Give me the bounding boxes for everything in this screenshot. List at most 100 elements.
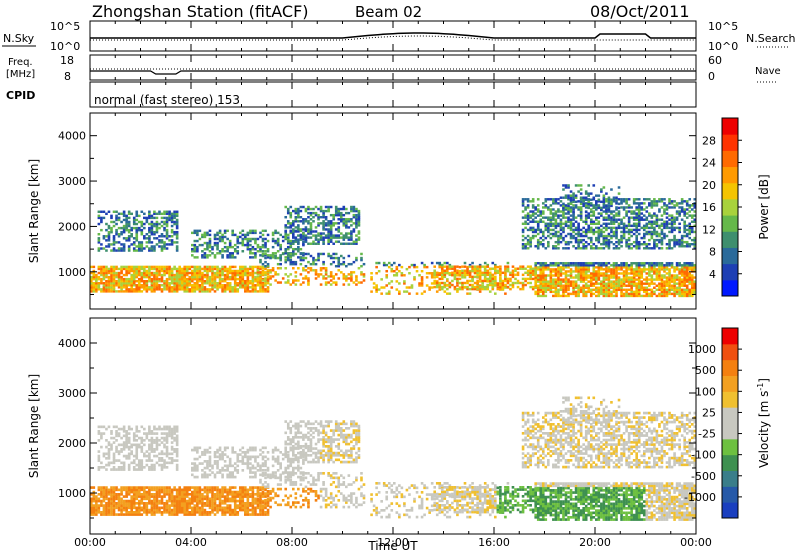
power-cell [660, 198, 664, 201]
power-cell [655, 202, 659, 205]
power-cell [259, 235, 262, 239]
velocity-cell [107, 461, 111, 465]
power-cell [600, 282, 603, 285]
power-cell [524, 226, 527, 230]
power-cell [655, 245, 659, 248]
power-cell [372, 286, 376, 289]
power-cell [327, 275, 330, 278]
power-cell [627, 206, 631, 209]
power-cell [251, 273, 255, 277]
power-cell [264, 241, 267, 245]
power-cell [584, 278, 588, 281]
power-cell [117, 275, 121, 279]
power-cell [481, 284, 484, 287]
power-cell [246, 284, 250, 287]
power-cell [122, 228, 126, 232]
power-cell [251, 271, 255, 275]
power-cell [251, 284, 255, 287]
power-cell [587, 264, 591, 267]
power-cell [610, 290, 613, 294]
power-cell [461, 271, 464, 275]
power-cell [97, 282, 101, 285]
velocity-cell [102, 513, 106, 516]
power-cell [168, 277, 171, 281]
power-cell [140, 290, 144, 293]
power-cell [231, 288, 234, 291]
power-cell [198, 229, 202, 233]
power-cell [660, 228, 664, 232]
power-cell [491, 267, 495, 270]
power-cell [683, 284, 686, 287]
power-cell [653, 278, 656, 281]
power-cell [567, 266, 570, 269]
power-cell [244, 290, 247, 293]
power-cell [690, 230, 694, 234]
power-cell [653, 245, 656, 248]
power-cell [620, 200, 623, 203]
power-cell [170, 275, 174, 279]
power-cell [504, 267, 507, 271]
velocity-cell [145, 436, 149, 440]
power-cell [289, 243, 293, 247]
power-cell [352, 281, 356, 284]
power-cell [685, 264, 689, 267]
velocity-cell [117, 452, 121, 456]
power-cell [491, 276, 495, 279]
colorbar-tick-label: 8 [709, 246, 716, 259]
power-cell [499, 282, 502, 285]
power-cell [622, 288, 626, 292]
power-cell [218, 267, 222, 271]
power-cell [317, 238, 320, 241]
power-cell [350, 224, 353, 227]
power-cell [453, 267, 457, 270]
power-cell [249, 282, 252, 285]
power-cell [584, 202, 588, 205]
power-cell [688, 230, 692, 234]
power-cell [425, 265, 429, 269]
velocity-cell [102, 432, 106, 435]
power-cell [612, 276, 616, 279]
power-cell [640, 284, 644, 287]
power-cell [342, 277, 346, 280]
power-cell [534, 268, 537, 271]
velocity-cell [112, 502, 116, 505]
power-cell [600, 286, 603, 289]
power-cell [549, 222, 553, 226]
power-cell [329, 228, 333, 231]
power-cell [579, 232, 583, 236]
velocity-cell [117, 468, 121, 471]
power-cell [443, 290, 447, 293]
power-cell [552, 218, 555, 221]
power-cell [385, 292, 389, 295]
power-cell [107, 269, 111, 273]
power-cell [658, 288, 661, 292]
power-cell [307, 220, 310, 223]
power-cell [562, 216, 565, 219]
power-cell [678, 286, 681, 289]
power-cell [564, 212, 568, 215]
power-cell [473, 275, 477, 279]
nsearch-series [90, 35, 696, 41]
power-cell [360, 252, 363, 256]
power-cell [685, 292, 689, 296]
power-cell [193, 275, 197, 279]
power-cell [605, 266, 608, 269]
velocity-cell [107, 452, 111, 456]
velocity-cell [148, 432, 151, 435]
power-cell [612, 272, 616, 275]
power-cell [471, 285, 474, 289]
power-cell [595, 247, 598, 250]
power-cell [627, 242, 631, 246]
power-cell [110, 288, 113, 291]
power-cell [198, 279, 202, 283]
power-cell [218, 231, 222, 235]
power-cell [160, 212, 164, 216]
power-cell [673, 216, 676, 219]
power-cell [117, 284, 121, 287]
power-cell [145, 241, 149, 244]
power-cell [499, 276, 502, 279]
power-cell [539, 276, 543, 279]
power-cell [630, 270, 633, 273]
power-cell [127, 282, 131, 285]
velocity-cell [102, 486, 106, 489]
